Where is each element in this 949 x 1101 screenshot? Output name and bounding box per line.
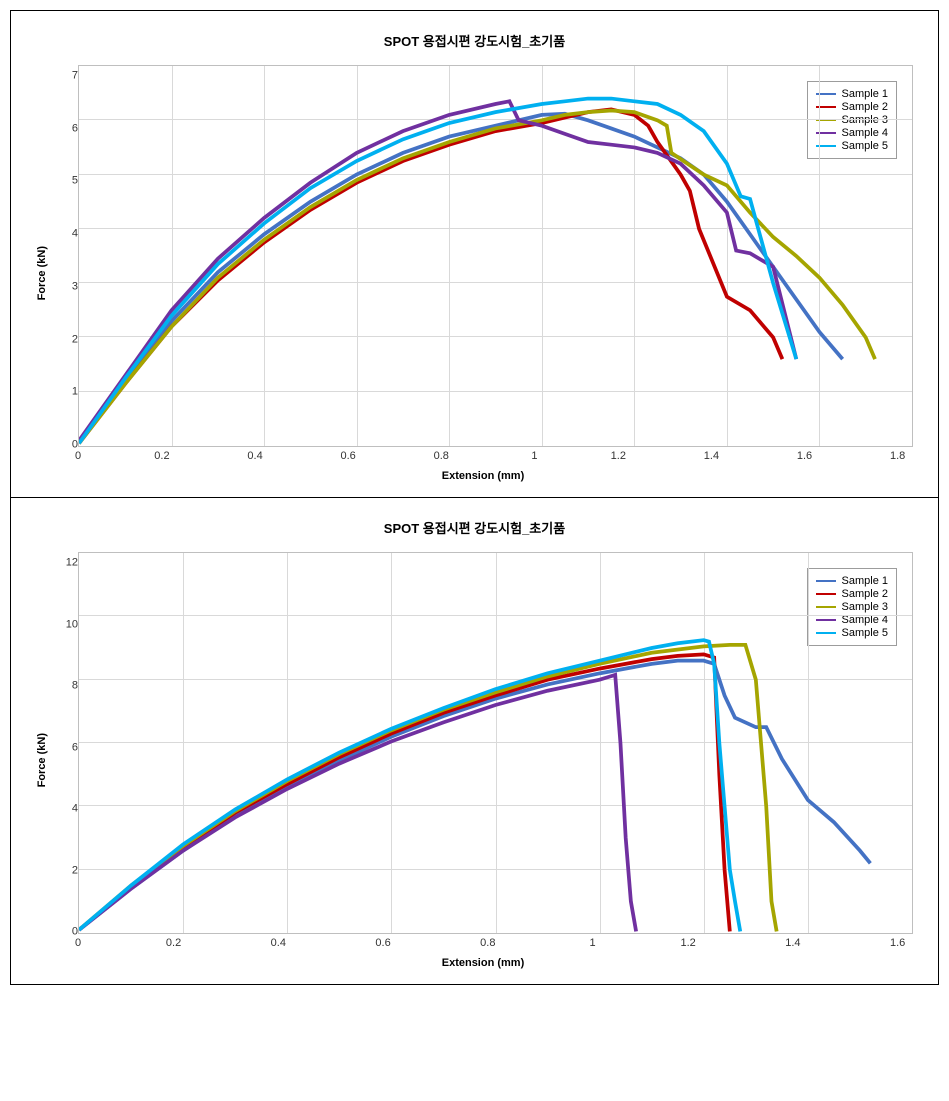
chart-panel-1: SPOT 용접시편 강도시험_초기품 Force (kN) 76543210 S…	[10, 10, 939, 498]
chart1-xticks: 00.20.40.60.811.21.41.61.8	[78, 450, 913, 462]
chart1-yticks: 76543210	[53, 65, 78, 445]
chart2-xlabel: Extension (mm)	[53, 957, 913, 969]
chart2-yticks: 121086420	[53, 552, 78, 932]
chart1-xlabel: Extension (mm)	[53, 470, 913, 482]
chart2-ylabel: Force (kN)	[36, 733, 48, 787]
chart2-plot-area: Sample 1Sample 2Sample 3Sample 4Sample 5	[78, 552, 913, 934]
chart2-xticks: 00.20.40.60.811.21.41.6	[78, 937, 913, 949]
chart1-plot-area: Sample 1Sample 2Sample 3Sample 4Sample 5	[78, 65, 913, 447]
chart1-title: SPOT 용접시편 강도시험_초기품	[36, 31, 913, 50]
chart1-ylabel: Force (kN)	[36, 246, 48, 300]
chart2-title: SPOT 용접시편 강도시험_초기품	[36, 518, 913, 537]
chart-panel-2: SPOT 용접시편 강도시험_초기품 Force (kN) 121086420 …	[10, 498, 939, 985]
